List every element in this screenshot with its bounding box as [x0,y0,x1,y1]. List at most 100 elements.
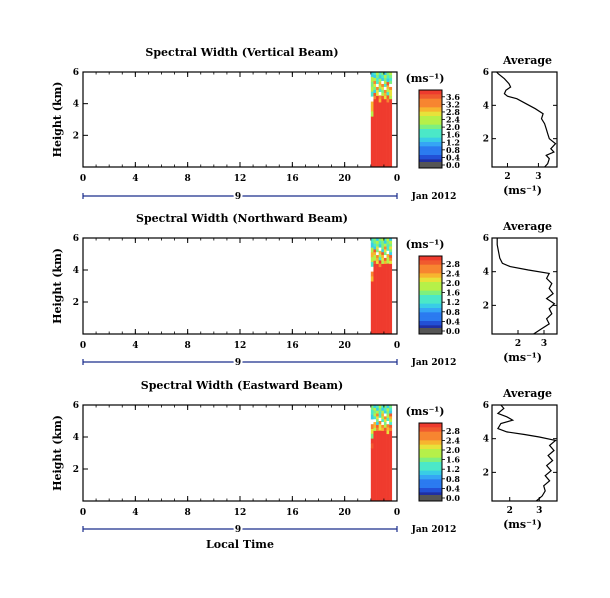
heatmap-cell [381,413,385,417]
heatmap-cell [376,410,379,414]
heatmap-cell [389,77,393,82]
heatmap-cell [370,106,374,112]
average-x-label: (ms⁻¹) [503,351,542,364]
heatmap-cell [381,77,385,82]
average-y-tick-label: 6 [483,401,489,411]
plot-frame [82,71,398,168]
heatmap-cell [376,89,379,94]
colorbar-tick-label: 0.8 [446,474,460,484]
colorbar-segment [419,449,442,454]
heatmap-cell [381,246,385,250]
colorbar-segment [419,155,442,160]
colorbar-tick-label: 3.2 [446,99,460,109]
colorbar-tick-label: 2.8 [446,426,460,436]
x-tick-label: 4 [132,341,138,351]
colorbar-tick-label: 0.4 [446,316,460,326]
y-tick-label: 6 [73,68,79,78]
heatmap-cell [383,424,387,429]
colorbar-segment [419,321,442,326]
heatmap-cell [373,430,377,501]
average-profile-line [496,238,556,335]
heatmap-cell [370,247,374,253]
colorbar-frame [418,255,443,335]
average-title: Average [502,220,552,233]
colorbar-segment [419,444,442,450]
heatmap-cell [389,238,393,242]
heatmap-cell [381,263,385,334]
heatmap-cell [370,238,374,244]
heatmap-cell [381,405,385,409]
colorbar-segment [419,436,442,441]
heatmap-cell [381,74,385,79]
heatmap-cell [370,424,374,430]
colorbar-segment [419,129,442,134]
colorbar-segment [419,273,442,279]
y-tick-label: 6 [73,401,79,411]
x-tick-label: 0 [394,341,400,351]
colorbar-underflow [419,328,442,334]
colorbar-tick-label: 1.6 [446,288,460,298]
colorbar-segment [419,453,442,459]
heatmap-cell [389,252,393,256]
colorbar-segment [419,431,442,437]
colorbar-tick-label: 0.0 [446,160,460,170]
x-tick-label: 0 [394,174,400,184]
colorbar-segment [419,146,442,152]
day-label: 9 [235,358,241,368]
colorbar-tick-label: 0.4 [446,483,460,493]
heatmap-cell [370,96,374,102]
colorbar-tick-label: 2.0 [446,445,460,455]
heatmap-cell [381,260,385,264]
y-tick-label: 6 [73,234,79,244]
heatmap-cell [386,98,390,103]
date-label: Jan 2012 [411,192,457,202]
heatmap-cell [378,421,382,425]
average-x-tick-label: 3 [536,506,542,516]
colorbar-tick-label: 1.6 [446,130,460,140]
average-x-tick-label: 3 [541,339,547,349]
heatmap-cell [373,252,377,256]
heatmap-cell [389,80,393,85]
heatmap-cell [383,77,387,82]
colorbar-segment [419,488,442,493]
heatmap-cell [381,83,385,88]
heatmap-cell [376,83,379,88]
heatmap-cell [370,405,374,411]
heatmap-cell [386,92,390,96]
heatmap-cell [376,238,379,242]
colorbar-segment [419,150,442,156]
heatmap-cell [373,83,377,88]
average-x-label: (ms⁻¹) [503,184,542,197]
day-label: 9 [235,525,241,535]
heatmap-cell [376,249,379,253]
average-x-tick-label: 2 [515,339,521,349]
heatmap-cell [386,427,390,431]
heatmap-cell [370,409,374,415]
y-tick-label: 2 [73,465,79,475]
heatmap-cell [386,405,390,409]
heatmap-cell [381,419,385,423]
heatmap-cell [373,257,377,262]
date-label: Jan 2012 [411,525,457,535]
heatmap-cell [386,260,390,264]
colorbar-tick-label: 2.0 [446,278,460,288]
heatmap-cell [378,247,382,252]
heatmap-cell [389,72,393,76]
colorbar-segment [419,111,442,117]
heatmap-cell [378,427,382,431]
heatmap-cell [370,443,374,449]
x-tick-label: 8 [185,341,191,351]
heatmap-cell [386,411,390,415]
heatmap-cell [376,257,379,262]
colorbar-segment [419,277,442,283]
heatmap-cell [389,255,393,259]
colorbar-segment [419,137,442,143]
heatmap-cell [383,89,387,94]
x-tick-label: 0 [80,508,86,518]
average-x-label: (ms⁻¹) [503,518,542,531]
day-label: 9 [235,192,241,202]
heatmap-cell [376,405,379,409]
colorbar-segment [419,470,442,476]
heatmap-cell [376,263,379,334]
heatmap-cell [383,405,387,409]
